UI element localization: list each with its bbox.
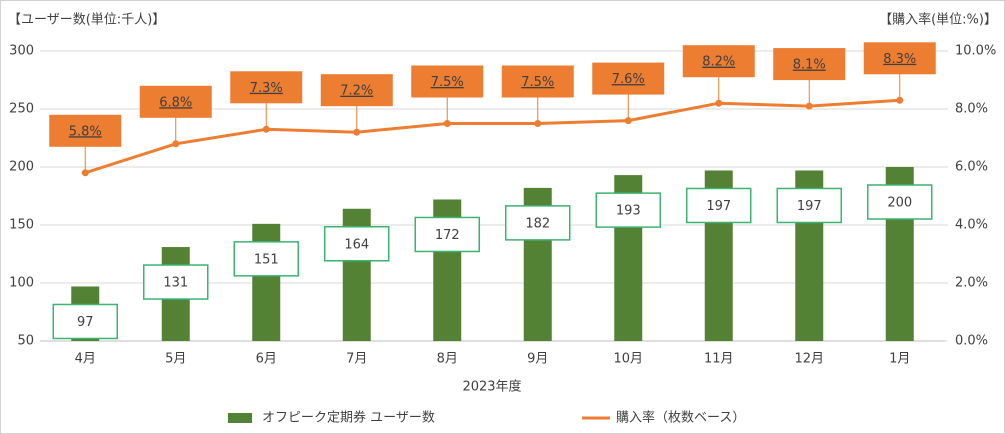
line-label: 6.8% <box>159 95 192 110</box>
bar-label: 200 <box>887 196 912 211</box>
bar-label-box <box>52 303 118 340</box>
line-label-box <box>139 85 212 118</box>
line-point <box>624 117 632 125</box>
line-point <box>443 120 451 127</box>
line-label: 7.5% <box>431 75 464 90</box>
legend-label: 購入率（枚数ベース） <box>616 410 745 426</box>
y2-tick-label: 2.0% <box>955 276 988 291</box>
y2-tick-label: 6.0% <box>955 160 988 175</box>
line-label-box <box>682 45 755 78</box>
bar-label-box <box>143 264 209 300</box>
line-label: 7.2% <box>340 84 373 99</box>
line-label: 7.5% <box>521 75 554 90</box>
y-tick-label: 50 <box>17 334 34 349</box>
bar-label: 164 <box>344 237 369 252</box>
y2-axis-title: 【購入率(単位:%)】 <box>879 12 997 28</box>
bar-label: 172 <box>435 228 460 243</box>
x-tick-label: 12月 <box>794 352 824 367</box>
x-tick-label: 4月 <box>75 352 96 367</box>
x-axis-title: 2023年度 <box>462 379 521 395</box>
line-point <box>172 140 180 148</box>
line-point <box>805 102 813 110</box>
line-label-box <box>49 114 122 147</box>
y2-tick-label: 0.0% <box>955 334 988 349</box>
bar-label-box <box>233 241 299 277</box>
y2-tick-label: 8.0% <box>955 102 988 117</box>
legend-label: オフピーク定期券 ユーザー数 <box>262 410 435 426</box>
bar-label-box <box>324 226 390 262</box>
x-tick-label: 10月 <box>613 352 643 367</box>
x-tick-label: 5月 <box>165 352 186 367</box>
bar-label: 193 <box>616 204 641 219</box>
y-tick-label: 200 <box>9 160 34 175</box>
bar-label: 197 <box>797 199 822 214</box>
y-axis-title: 【ユーザー数(単位:千人)】 <box>8 12 165 28</box>
line-label-box <box>320 74 393 107</box>
line-label-box <box>863 42 936 75</box>
x-tick-label: 8月 <box>437 352 458 367</box>
line-label-box <box>501 65 574 98</box>
bar-label: 97 <box>77 315 94 330</box>
line-point <box>896 96 904 104</box>
bar-label-box <box>414 216 480 253</box>
line-label: 7.3% <box>250 81 283 96</box>
line <box>84 98 900 175</box>
y-tick-label: 250 <box>9 102 34 117</box>
line-label: 8.3% <box>883 52 916 67</box>
line-point <box>353 128 361 136</box>
x-tick-label: 1月 <box>889 352 910 367</box>
line-point <box>534 120 542 127</box>
bar-label: 197 <box>706 199 731 214</box>
bar-label: 131 <box>163 276 188 291</box>
y2-tick-label: 4.0% <box>955 218 988 233</box>
y-tick-label: 150 <box>9 218 34 233</box>
bar-label-box <box>776 187 842 224</box>
bar-label-box <box>505 205 571 241</box>
x-tick-label: 9月 <box>527 352 548 367</box>
x-tick-label: 11月 <box>704 352 734 367</box>
x-tick-label: 6月 <box>256 352 277 367</box>
line-point <box>262 125 270 133</box>
line-label-box <box>592 62 665 95</box>
line-label-box <box>411 65 484 98</box>
line-label: 8.1% <box>793 58 826 73</box>
bar-label: 182 <box>525 216 550 231</box>
legend-swatch <box>228 413 252 423</box>
y-tick-label: 300 <box>9 44 34 59</box>
y2-tick-label: 10.0% <box>955 44 996 59</box>
bar-label: 151 <box>254 252 279 267</box>
line-label-box <box>230 71 303 104</box>
line-label: 8.2% <box>702 55 735 70</box>
line-point <box>81 169 89 177</box>
bar-label-box <box>595 192 661 228</box>
x-tick-label: 7月 <box>346 352 367 367</box>
line-label-box <box>773 48 846 81</box>
line-point <box>715 99 723 107</box>
bar-label-box <box>867 184 933 220</box>
bar-label-box <box>686 187 752 224</box>
y-tick-label: 100 <box>9 276 34 291</box>
line-label: 5.8% <box>69 124 102 139</box>
line-label: 7.6% <box>612 72 645 87</box>
